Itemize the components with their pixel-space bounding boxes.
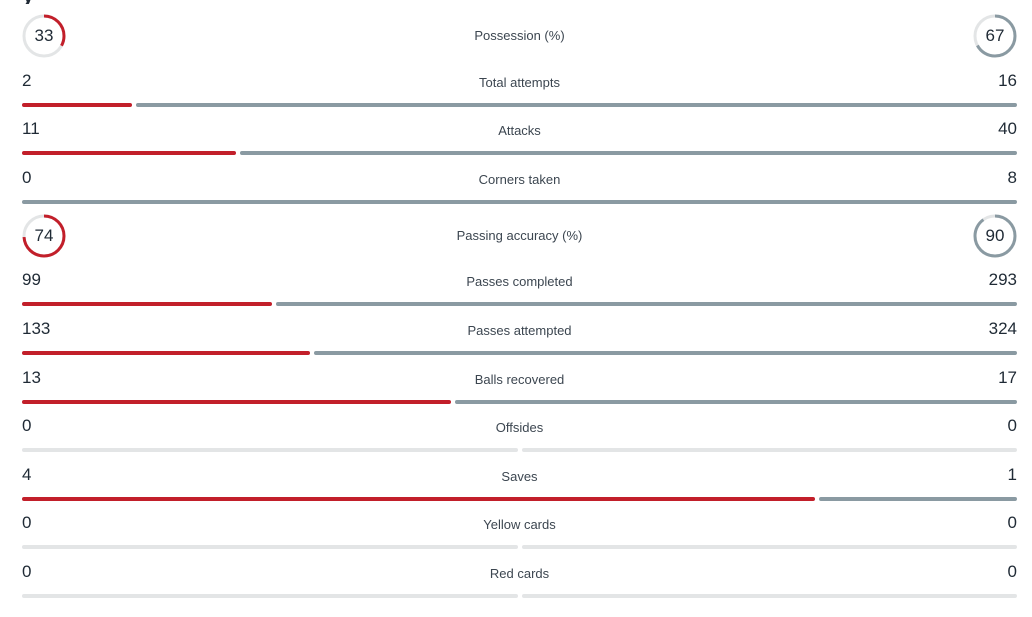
away-value: 40	[998, 119, 1017, 138]
home-bar	[22, 594, 518, 598]
home-ring: 74	[22, 214, 66, 258]
home-value: 0	[22, 562, 32, 581]
stat-label: Red cards	[489, 566, 550, 581]
home-value: 133	[22, 319, 51, 338]
stat-label: Balls recovered	[474, 372, 565, 387]
ring-fill	[973, 14, 1017, 58]
home-value: 2	[22, 71, 32, 90]
home-ring: 33	[22, 14, 66, 58]
ring-fill	[22, 14, 66, 58]
home-bar	[22, 400, 452, 404]
away-value: 1	[1007, 465, 1017, 484]
home-value: 0	[22, 168, 32, 187]
stat-label: Offsides	[495, 420, 544, 435]
home-value: 11	[22, 119, 40, 138]
home-ring-chart	[22, 14, 66, 58]
home-bar	[22, 103, 133, 107]
stat-label: Passing accuracy (%)	[456, 228, 583, 243]
away-value: 16	[998, 71, 1017, 90]
away-value: 17	[998, 368, 1017, 387]
away-bar	[314, 351, 1017, 355]
away-bar	[521, 545, 1017, 549]
away-ring: 67	[973, 14, 1017, 58]
stat-bar	[22, 302, 1017, 306]
home-bar	[22, 497, 815, 501]
stat-bar	[22, 448, 1017, 452]
stat-label: Possession (%)	[474, 28, 565, 43]
stat-bar	[22, 545, 1017, 549]
ring-fill	[22, 214, 66, 258]
away-value: 324	[988, 319, 1017, 338]
section-heading-fragment: y	[22, 0, 82, 4]
away-value: 0	[1007, 513, 1017, 532]
away-bar	[521, 594, 1017, 598]
home-value: 99	[22, 270, 41, 289]
home-bar	[22, 302, 273, 306]
stat-bar	[22, 200, 1017, 204]
stat-label: Yellow cards	[483, 517, 556, 532]
away-ring-chart	[973, 214, 1017, 258]
away-ring-chart	[973, 14, 1017, 58]
stat-label: Saves	[501, 469, 538, 484]
away-value: 8	[1007, 168, 1017, 187]
home-value: 0	[22, 513, 32, 532]
away-ring: 90	[973, 214, 1017, 258]
stat-label: Passes attempted	[467, 323, 572, 338]
home-ring-chart	[22, 214, 66, 258]
home-value: 33	[34, 26, 54, 45]
stat-label: Corners taken	[478, 172, 561, 187]
home-value: 4	[22, 465, 32, 484]
home-value: 0	[22, 416, 32, 435]
stat-label: Attacks	[498, 123, 541, 138]
away-bar	[22, 200, 1017, 204]
home-bar	[22, 448, 518, 452]
away-bar	[455, 400, 1017, 404]
stat-bar	[22, 400, 1017, 404]
stat-bar	[22, 103, 1017, 107]
stat-bar	[22, 594, 1017, 598]
away-bar	[276, 302, 1017, 306]
stat-bar	[22, 151, 1017, 155]
away-value: 293	[988, 270, 1017, 289]
away-value: 0	[1007, 416, 1017, 435]
stat-label: Total attempts	[479, 75, 560, 90]
away-bar	[818, 497, 1017, 501]
section-heading-text: y	[22, 0, 34, 4]
stat-bar	[22, 497, 1017, 501]
away-bar	[136, 103, 1017, 107]
stat-bar	[22, 351, 1017, 355]
home-bar	[22, 151, 236, 155]
away-value: 90	[985, 226, 1005, 245]
home-value: 74	[34, 226, 54, 245]
home-value: 13	[22, 368, 41, 387]
away-bar	[239, 151, 1017, 155]
home-bar	[22, 351, 311, 355]
stat-label: Passes completed	[466, 274, 573, 289]
away-value: 67	[985, 26, 1005, 45]
home-bar	[22, 545, 518, 549]
ring-fill	[973, 214, 1017, 258]
away-value: 0	[1007, 562, 1017, 581]
away-bar	[521, 448, 1017, 452]
